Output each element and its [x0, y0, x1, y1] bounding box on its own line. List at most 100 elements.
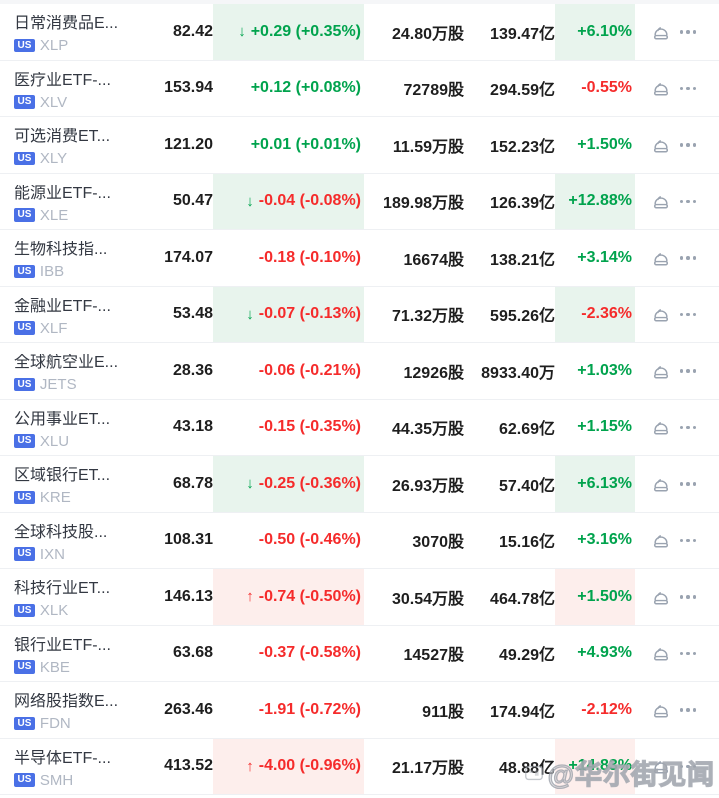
more-options-button[interactable]: [673, 528, 703, 552]
ticker-symbol: FDN: [39, 715, 71, 733]
ticker-symbol: XLF: [39, 319, 68, 337]
etf-name: 生物科技指...: [14, 241, 108, 259]
watchlist-row[interactable]: 可选消费ET... US XLY 121.20 +0.01 (+0.01%) 1…: [0, 117, 719, 174]
price-alert-button[interactable]: [649, 76, 673, 100]
etf-name: 全球科技股...: [14, 523, 108, 541]
symbol-line: US JETS: [14, 377, 160, 392]
ellipsis-icon: [679, 538, 697, 542]
price-alert-button[interactable]: [649, 246, 673, 270]
price: 413.52: [164, 757, 213, 775]
change-cell: -0.50 (-0.46%): [213, 513, 364, 569]
symbol-line: US XLE: [14, 208, 160, 223]
change-value: -0.37 (-0.58%): [258, 644, 361, 662]
change-cell: -0.06 (-0.21%): [213, 343, 364, 399]
pct-cell: +12.88%: [555, 173, 635, 229]
ellipsis-icon: [679, 199, 697, 203]
watchlist-row[interactable]: 科技行业ET... US XLK 146.13 ↑ -0.74 (-0.50%)…: [0, 569, 719, 626]
symbol-line: US IBB: [14, 264, 160, 279]
alarm-bell-icon: [650, 77, 672, 99]
more-options-button[interactable]: [673, 246, 703, 270]
change-pct: +6.13%: [577, 474, 632, 492]
volume: 24.80万股: [391, 25, 464, 43]
price-alert-button[interactable]: [649, 585, 673, 609]
watchlist-row[interactable]: 全球航空业E... US JETS 28.36 -0.06 (-0.21%) 1…: [0, 343, 719, 400]
more-options-button[interactable]: [673, 698, 703, 722]
watchlist-row[interactable]: 医疗业ETF-... US XLV 153.94 +0.12 (+0.08%) …: [0, 60, 719, 117]
more-options-button[interactable]: [673, 754, 703, 778]
etf-name: 金融业ETF-...: [14, 297, 111, 315]
ticker-symbol: XLU: [39, 432, 70, 450]
watchlist-row[interactable]: 区域银行ET... US KRE 68.78 ↓ -0.25 (-0.36%) …: [0, 456, 719, 513]
change-pct: +3.16%: [577, 531, 632, 549]
ellipsis-icon: [679, 86, 697, 90]
etf-name: 半导体ETF-...: [14, 749, 111, 767]
market-badge: US: [14, 264, 35, 279]
watchlist-row[interactable]: 能源业ETF-... US XLE 50.47 ↓ -0.04 (-0.08%)…: [0, 173, 719, 230]
more-options-button[interactable]: [673, 585, 703, 609]
market-badge: US: [14, 773, 35, 787]
pct-cell: +1.15%: [555, 400, 635, 456]
watchlist-row[interactable]: 金融业ETF-... US XLF 53.48 ↓ -0.07 (-0.13%)…: [0, 286, 719, 343]
watchlist-row[interactable]: 公用事业ET... US XLU 43.18 -0.15 (-0.35%) 44…: [0, 399, 719, 456]
tick-arrow-icon: ↓: [246, 305, 254, 323]
price-alert-button[interactable]: [649, 20, 673, 44]
pct-cell: +3.14%: [555, 230, 635, 286]
change-pct: +6.10%: [577, 22, 632, 40]
price-alert-button[interactable]: [649, 415, 673, 439]
watchlist-row[interactable]: 全球科技股... US IXN 108.31 -0.50 (-0.46%) 30…: [0, 512, 719, 569]
symbol-line: US KBE: [14, 660, 160, 675]
watchlist-row[interactable]: 日常消费品E... US XLP 82.42 ↓ +0.29 (+0.35%) …: [0, 4, 719, 61]
more-options-button[interactable]: [673, 20, 703, 44]
price-alert-button[interactable]: [649, 359, 673, 383]
alarm-bell-icon: [650, 247, 672, 269]
more-options-button[interactable]: [673, 359, 703, 383]
watchlist-row[interactable]: 银行业ETF-... US KBE 63.68 -0.37 (-0.58%) 1…: [0, 625, 719, 682]
change-pct: +4.93%: [577, 644, 632, 662]
ticker-symbol: XLV: [39, 93, 68, 111]
price-alert-button[interactable]: [649, 302, 673, 326]
alarm-bell-icon: [650, 473, 672, 495]
ticker-symbol: IXN: [39, 545, 65, 563]
more-options-button[interactable]: [673, 302, 703, 326]
more-options-button[interactable]: [673, 472, 703, 496]
price-alert-button[interactable]: [649, 754, 673, 778]
watchlist-row[interactable]: 半导体ETF-... US SMH 413.52 ↑ -4.00 (-0.96%…: [0, 738, 719, 795]
volume: 12926股: [403, 364, 465, 382]
alarm-bell-icon: [650, 360, 672, 382]
change-cell: ↑ -0.74 (-0.50%): [213, 569, 364, 625]
volume: 21.17万股: [391, 760, 464, 778]
volume: 44.35万股: [391, 421, 464, 439]
price-alert-button[interactable]: [649, 528, 673, 552]
price-alert-button[interactable]: [649, 189, 673, 213]
change-cell: -0.18 (-0.10%): [213, 230, 364, 286]
alarm-bell-icon: [650, 586, 672, 608]
watchlist-row[interactable]: 网络股指数E... US FDN 263.46 -1.91 (-0.72%) 9…: [0, 682, 719, 739]
more-options-button[interactable]: [673, 641, 703, 665]
change-value: -0.50 (-0.46%): [258, 531, 361, 549]
etf-name: 科技行业ET...: [14, 580, 111, 598]
pct-cell: +6.13%: [555, 456, 635, 512]
watchlist-row[interactable]: 生物科技指... US IBB 174.07 -0.18 (-0.10%) 16…: [0, 230, 719, 287]
more-options-button[interactable]: [673, 133, 703, 157]
volume: 11.59万股: [392, 138, 464, 156]
change-cell: +0.12 (+0.08%): [213, 61, 364, 117]
change-cell: -0.37 (-0.58%): [213, 626, 364, 682]
ticker-symbol: XLP: [39, 37, 69, 55]
alarm-bell-icon: [650, 21, 672, 43]
price-alert-button[interactable]: [649, 472, 673, 496]
more-options-button[interactable]: [673, 189, 703, 213]
name-column: 公用事业ET... US XLU: [14, 411, 160, 449]
price-alert-button[interactable]: [649, 698, 673, 722]
ellipsis-icon: [679, 369, 697, 373]
more-options-button[interactable]: [673, 76, 703, 100]
change-value: +0.12 (+0.08%): [250, 79, 361, 97]
watchlist: 日常消费品E... US XLP 82.42 ↓ +0.29 (+0.35%) …: [0, 4, 719, 795]
change-pct: +1.03%: [577, 361, 632, 379]
price-alert-button[interactable]: [649, 641, 673, 665]
price-alert-button[interactable]: [649, 133, 673, 157]
ellipsis-icon: [679, 143, 697, 147]
change-cell: ↓ -0.04 (-0.08%): [213, 173, 364, 229]
more-options-button[interactable]: [673, 415, 703, 439]
ellipsis-icon: [679, 425, 697, 429]
market-badge: US: [14, 377, 35, 392]
